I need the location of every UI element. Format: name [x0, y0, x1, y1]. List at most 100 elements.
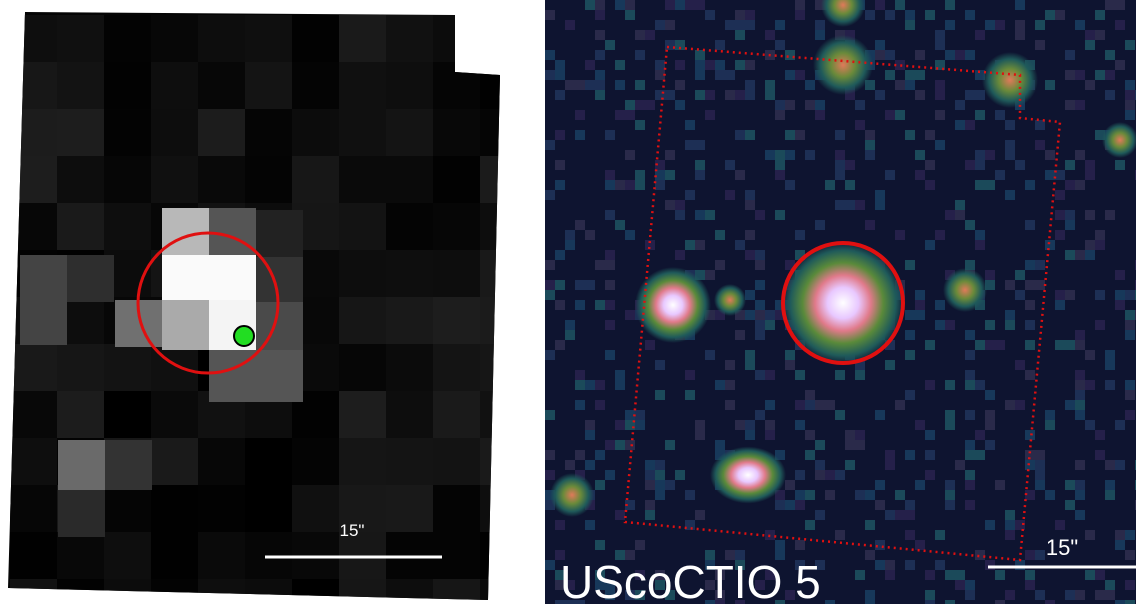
noise [945, 420, 955, 430]
noise [785, 260, 795, 270]
noise [625, 10, 635, 20]
noise [785, 180, 795, 190]
noise [905, 450, 915, 460]
noise [1015, 160, 1025, 170]
noise [665, 150, 675, 160]
aperture-circle [781, 241, 905, 365]
noise [735, 550, 745, 560]
noise [705, 580, 715, 590]
noise [655, 360, 665, 370]
pixel [480, 109, 500, 156]
noise [835, 170, 845, 180]
pixel [292, 109, 339, 156]
pixel [292, 62, 339, 109]
noise [1115, 600, 1125, 604]
noise [605, 440, 615, 450]
noise [655, 90, 665, 100]
noise [945, 600, 955, 604]
noise [775, 500, 785, 510]
noise [745, 250, 755, 260]
noise [675, 250, 685, 260]
noise [695, 90, 705, 100]
noise [605, 130, 615, 140]
noise [595, 400, 605, 410]
noise [915, 480, 925, 490]
noise [685, 240, 695, 250]
noise [985, 520, 995, 530]
noise [745, 290, 755, 300]
noise [1045, 410, 1055, 420]
noise [765, 310, 775, 320]
pixel [433, 579, 480, 600]
pixel [104, 532, 151, 579]
noise [595, 580, 605, 590]
noise [605, 40, 615, 50]
noise [585, 380, 595, 390]
noise [625, 310, 635, 320]
pixel [151, 156, 198, 203]
noise [1105, 70, 1115, 80]
noise [615, 440, 625, 450]
noise [585, 420, 595, 430]
noise [585, 60, 595, 70]
noise [595, 90, 605, 100]
noise [775, 100, 785, 110]
noise [785, 130, 795, 140]
noise [745, 90, 755, 100]
noise [965, 260, 975, 270]
noise [575, 130, 585, 140]
noise [1055, 190, 1065, 200]
pixel [339, 156, 386, 203]
noise [845, 90, 855, 100]
noise [985, 20, 995, 30]
noise [625, 230, 635, 240]
noise [925, 130, 935, 140]
noise [565, 580, 575, 590]
noise [675, 80, 685, 90]
noise [665, 0, 675, 10]
noise [645, 460, 655, 470]
noise [655, 160, 665, 170]
noise [565, 230, 575, 240]
noise [875, 410, 885, 420]
noise [985, 280, 995, 290]
noise [825, 180, 835, 190]
noise [545, 290, 555, 300]
pixel [339, 15, 386, 62]
noise [615, 380, 625, 390]
noise [1125, 100, 1135, 110]
noise [935, 40, 945, 50]
noise [875, 480, 885, 490]
noise [1065, 220, 1075, 230]
noise [685, 520, 695, 530]
noise [1065, 100, 1075, 110]
noise [925, 240, 935, 250]
noise [885, 560, 895, 570]
pixel [151, 485, 198, 532]
noise [875, 200, 885, 210]
noise [1125, 110, 1135, 120]
noise [1025, 300, 1035, 310]
noise [625, 150, 635, 160]
noise [585, 520, 595, 530]
noise [975, 110, 985, 120]
noise [555, 250, 565, 260]
noise [705, 600, 715, 604]
noise [945, 0, 955, 10]
noise [845, 30, 855, 40]
noise [955, 100, 965, 110]
noise [915, 290, 925, 300]
noise [645, 480, 655, 490]
noise [735, 20, 745, 30]
noise [645, 500, 655, 510]
noise [645, 100, 655, 110]
pixel [58, 440, 105, 490]
noise [1115, 270, 1125, 280]
noise [965, 160, 975, 170]
noise [625, 110, 635, 120]
noise [715, 380, 725, 390]
pixel [209, 350, 303, 402]
noise [1075, 250, 1085, 260]
noise [795, 70, 805, 80]
